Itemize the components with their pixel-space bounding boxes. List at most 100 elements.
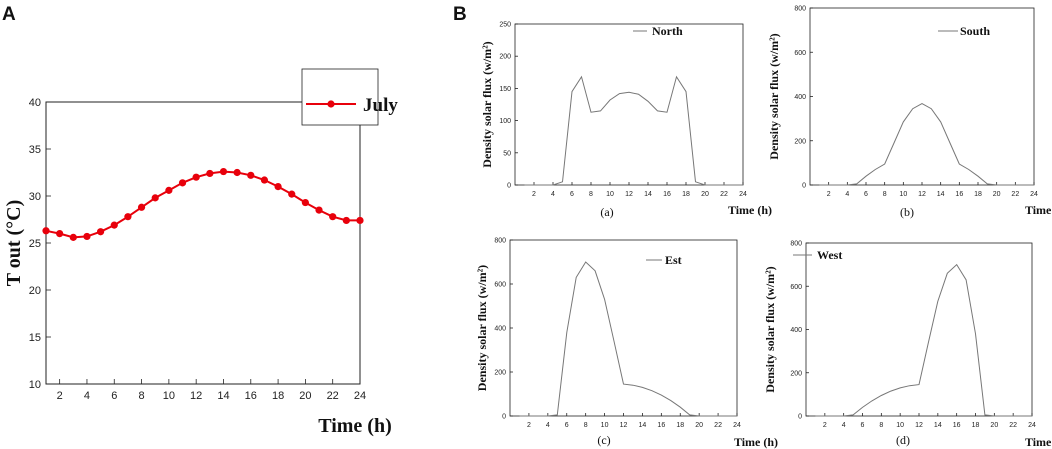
data-point-july: [206, 169, 214, 178]
x-tick-label-A: 24: [354, 390, 366, 402]
x-tick-label-d: 14: [934, 422, 942, 429]
series-line-north: [524, 75, 743, 186]
data-point-july: [178, 179, 187, 187]
x-tick-label-a: 16: [663, 191, 671, 198]
data-point-july: [192, 173, 200, 181]
x-tick-label-c: 12: [620, 422, 628, 429]
y-tick-label-c: 800: [494, 238, 506, 245]
x-tick-label-A: 22: [327, 390, 339, 402]
y-tick-label-b: 600: [794, 50, 806, 57]
y-tick-label-d: 200: [790, 370, 802, 377]
x-tick-label-a: 2: [532, 191, 536, 198]
legend-label-b: South: [960, 24, 990, 38]
x-axis-label-a: Time (h): [728, 203, 772, 217]
y-tick-label-a: 100: [499, 118, 511, 125]
x-axis-label-c: Time (h): [734, 435, 778, 449]
data-point-july: [219, 167, 228, 176]
x-tick-label-A: 20: [299, 390, 311, 402]
x-tick-label-c: 6: [565, 422, 569, 429]
data-point-july: [315, 206, 323, 214]
x-tick-label-a: 6: [570, 191, 574, 198]
x-tick-label-b: 12: [918, 191, 926, 198]
x-tick-label-A: 10: [163, 390, 175, 402]
data-point-july: [137, 203, 146, 211]
y-tick-label-a: 0: [507, 183, 511, 190]
y-axis-label-d: Density solar flux (w/m²): [763, 266, 777, 392]
x-tick-label-b: 22: [1011, 191, 1019, 198]
data-point-july: [288, 190, 296, 198]
y-tick-label-c: 0: [502, 414, 506, 421]
x-tick-label-d: 16: [953, 422, 961, 429]
x-tick-label-A: 18: [272, 390, 284, 402]
x-tick-label-A: 4: [84, 390, 90, 402]
x-tick-label-d: 20: [990, 422, 998, 429]
x-tick-label-a: 24: [739, 191, 747, 198]
subplot-caption-a: (a): [600, 205, 613, 219]
legend-label-d: West: [817, 248, 842, 262]
y-tick-label-a: 200: [499, 54, 511, 61]
x-tick-label-c: 14: [639, 422, 647, 429]
data-point-july: [110, 221, 118, 229]
x-tick-label-b: 10: [899, 191, 907, 198]
x-tick-label-d: 22: [1009, 422, 1017, 429]
x-axis-label-A: Time (h): [318, 415, 392, 437]
subplot-caption-b: (b): [900, 205, 914, 219]
y-axis-label-c: Density solar flux (w/m²): [475, 265, 489, 391]
y-tick-label-c: 600: [494, 282, 506, 289]
y-tick-label-d: 400: [790, 327, 802, 334]
y-tick-label-A: 35: [29, 144, 41, 156]
y-tick-label-c: 400: [494, 326, 506, 333]
y-tick-label-A: 15: [29, 332, 41, 344]
x-tick-label-a: 8: [589, 191, 593, 198]
plot-frame-A: [45, 101, 361, 385]
data-point-july: [69, 233, 77, 241]
x-tick-label-c: 10: [601, 422, 609, 429]
y-tick-label-A: 10: [29, 379, 41, 391]
y-tick-label-A: 40: [29, 97, 41, 109]
series-line-july: [45, 170, 360, 239]
x-tick-label-A: 6: [111, 390, 117, 402]
series-line-est: [519, 261, 737, 417]
legend-label-a: North: [652, 24, 683, 38]
legend-box: [301, 68, 379, 126]
x-axis-label-b: Time (h): [1025, 203, 1052, 217]
x-tick-label-d: 18: [972, 422, 980, 429]
x-tick-label-a: 22: [720, 191, 728, 198]
series-line-south: [819, 103, 1034, 186]
x-tick-label-b: 8: [883, 191, 887, 198]
x-tick-label-d: 24: [1028, 422, 1036, 429]
panel-letter-a: A: [2, 4, 16, 25]
plot-frame-d: [805, 242, 1033, 417]
plot-frame-b: [809, 7, 1035, 186]
x-tick-label-A: 14: [217, 390, 229, 402]
x-axis-label-d: Time (h): [1025, 435, 1052, 449]
plot-frame-c: [509, 239, 738, 417]
x-tick-label-a: 4: [551, 191, 555, 198]
x-tick-label-b: 6: [864, 191, 868, 198]
x-tick-label-d: 8: [879, 422, 883, 429]
x-tick-label-a: 14: [644, 191, 652, 198]
x-tick-label-d: 6: [861, 422, 865, 429]
data-point-july: [356, 216, 364, 225]
y-axis-label-a: Density solar flux (w/m²): [480, 41, 494, 167]
x-tick-label-b: 20: [993, 191, 1001, 198]
data-point-july: [97, 228, 105, 236]
y-tick-label-b: 0: [802, 183, 806, 190]
x-tick-label-c: 8: [584, 422, 588, 429]
x-tick-label-c: 18: [676, 422, 684, 429]
panel-letter-b: B: [453, 4, 467, 25]
data-point-july: [342, 216, 350, 225]
y-tick-label-b: 400: [794, 94, 806, 101]
legend-label-c: Est: [665, 253, 682, 267]
x-tick-label-c: 4: [546, 422, 550, 429]
y-tick-label-A: 20: [29, 285, 41, 297]
data-point-july: [329, 213, 337, 221]
x-tick-label-c: 22: [714, 422, 722, 429]
legend-marker-A: [327, 100, 335, 108]
x-tick-label-A: 16: [245, 390, 257, 402]
data-point-july: [301, 198, 309, 207]
data-point-july: [274, 183, 282, 191]
x-tick-label-c: 2: [527, 422, 531, 429]
y-tick-label-a: 250: [499, 22, 511, 29]
x-tick-label-a: 18: [682, 191, 690, 198]
